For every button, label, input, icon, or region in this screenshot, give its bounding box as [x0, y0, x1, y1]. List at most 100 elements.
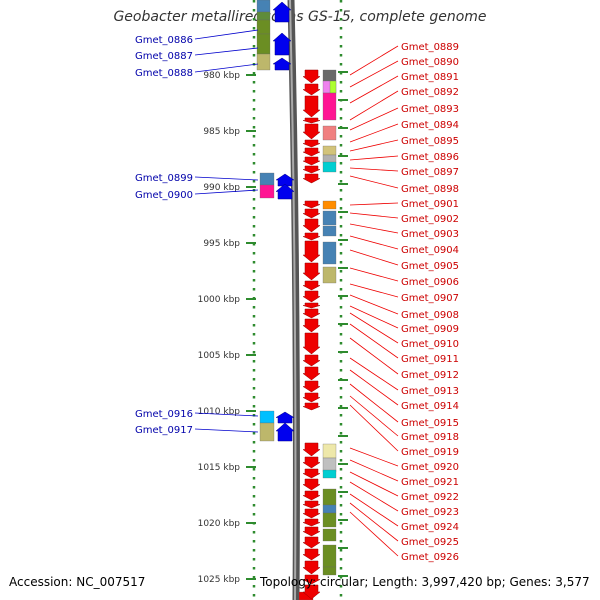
right-label-leader: [349, 369, 399, 406]
gene-arrow-fwd: [272, 57, 292, 71]
genome-backbone: [287, 0, 300, 600]
right-gene-label: Gmet_0896: [401, 152, 459, 163]
left-label-leader: [194, 47, 259, 56]
gene-arrow-rev: [302, 200, 321, 209]
kbp-ruler: 980 kbp 985 kbp 990 kbp 995 kbp 1000 kbp 1005…: [198, 0, 348, 600]
gene-arrow-fwd: [275, 422, 295, 442]
gene-arrow-rev: [302, 560, 321, 575]
right-gene-label: Gmet_0898: [401, 184, 459, 195]
cog-color-blocks: [256, 0, 337, 600]
gene-arrow-rev: [302, 139, 321, 148]
right-label-leader: [349, 175, 399, 189]
gene-arrow-rev: [302, 308, 321, 319]
gene-arrow-rev: [302, 508, 321, 519]
right-label-leader: [349, 235, 399, 250]
gene-arrow-rev: [302, 526, 321, 537]
gene-arrow-rev: [302, 490, 321, 501]
cog-block: [322, 566, 337, 576]
gene-arrow-rev: [302, 240, 321, 263]
cog-block: [322, 528, 337, 542]
right-label-leader: [349, 139, 399, 152]
right-label-leader: [349, 267, 399, 282]
right-label-leader: [349, 459, 399, 482]
left-label-leader: [194, 63, 259, 73]
right-gene-label: Gmet_0919: [401, 447, 459, 458]
gene-arrow-rev: [302, 232, 321, 241]
right-gene-label: Gmet_0890: [401, 57, 459, 68]
right-gene-label: Gmet_0907: [401, 293, 459, 304]
right-gene-label: Gmet_0905: [401, 261, 459, 272]
right-gene-label: Gmet_0902: [401, 214, 459, 225]
right-gene-label: Gmet_0913: [401, 386, 459, 397]
right-label-leader: [349, 471, 399, 497]
right-gene-label: Gmet_0915: [401, 418, 459, 429]
cog-block: [256, 19, 271, 35]
cog-block: [322, 125, 337, 141]
gene-arrow-rev: [302, 290, 321, 303]
right-gene-label: Gmet_0923: [401, 507, 459, 518]
accession-text: Accession: NC_007517: [9, 575, 146, 589]
right-gene-label: Gmet_0895: [401, 136, 459, 147]
scale-label: 995 kbp: [203, 239, 240, 249]
left-gene-label: Gmet_0888: [135, 68, 193, 79]
gene-arrow-rev: [302, 302, 321, 309]
cog-block: [322, 504, 337, 514]
right-gene-label: Gmet_0914: [401, 401, 459, 412]
gene-arrow-rev: [302, 147, 321, 157]
right-gene-label: Gmet_0893: [401, 104, 459, 115]
left-label-leader: [194, 176, 259, 181]
cog-block: [322, 210, 337, 226]
right-gene-label: Gmet_0910: [401, 339, 459, 350]
right-label-leader: [349, 502, 399, 542]
gene-arrow-rev: [302, 280, 321, 291]
right-gene-label: Gmet_0892: [401, 87, 459, 98]
right-label-leader: [349, 337, 399, 375]
right-label-leader: [349, 294, 399, 315]
right-gene-label: Gmet_0901: [401, 199, 459, 210]
gene-arrow-rev: [302, 83, 321, 96]
right-gene-label: Gmet_0894: [401, 120, 459, 131]
right-label-leader: [349, 223, 399, 234]
right-label-leader: [349, 212, 399, 219]
gene-arrow-rev: [302, 69, 321, 84]
right-gene-label: Gmet_0889: [401, 42, 459, 53]
cog-block: [322, 512, 337, 528]
genome-summary-text: Topology: circular; Length: 3,997,420 bp…: [260, 575, 590, 589]
gene-arrow-rev: [302, 518, 321, 527]
cog-block: [259, 422, 275, 442]
right-gene-label: Gmet_0925: [401, 537, 459, 548]
gene-arrow-rev: [302, 478, 321, 491]
right-gene-label: Gmet_0891: [401, 72, 459, 83]
gene-arrow-fwd: [275, 173, 295, 187]
right-gene-label: Gmet_0904: [401, 245, 459, 256]
gene-arrow-rev: [302, 354, 321, 367]
cog-block: [256, 0, 271, 13]
gene-arrow-rev: [302, 536, 321, 549]
gene-arrow-rev: [302, 392, 321, 403]
scale-label: 1000 kbp: [198, 295, 241, 305]
cog-block: [259, 184, 275, 199]
right-label-leader: [349, 167, 399, 172]
left-label-leader: [194, 29, 259, 40]
right-gene-label: Gmet_0922: [401, 492, 459, 503]
gene-arrow-rev: [302, 442, 321, 457]
left-gene-label: Gmet_0916: [135, 409, 193, 420]
cog-block: [322, 488, 337, 506]
map-title: Geobacter metallireducens GS-15, complet…: [113, 9, 487, 25]
right-gene-label: Gmet_0921: [401, 477, 459, 488]
gene-arrow-rev: [302, 208, 321, 219]
right-label-leader: [349, 45, 399, 76]
right-label-leader: [349, 60, 399, 88]
right-label-leader: [349, 323, 399, 359]
right-gene-label: Gmet_0911: [401, 354, 459, 365]
right-label-leader: [349, 202, 399, 206]
gene-arrow-fwd: [272, 32, 292, 56]
right-gene-label: Gmet_0908: [401, 310, 459, 321]
cog-block: [322, 161, 337, 173]
cog-block: [256, 53, 271, 71]
cog-block: [322, 241, 337, 265]
gene-arrow-rev: [302, 574, 321, 585]
right-label-leader: [349, 395, 399, 437]
scale-label: 980 kbp: [203, 71, 240, 81]
